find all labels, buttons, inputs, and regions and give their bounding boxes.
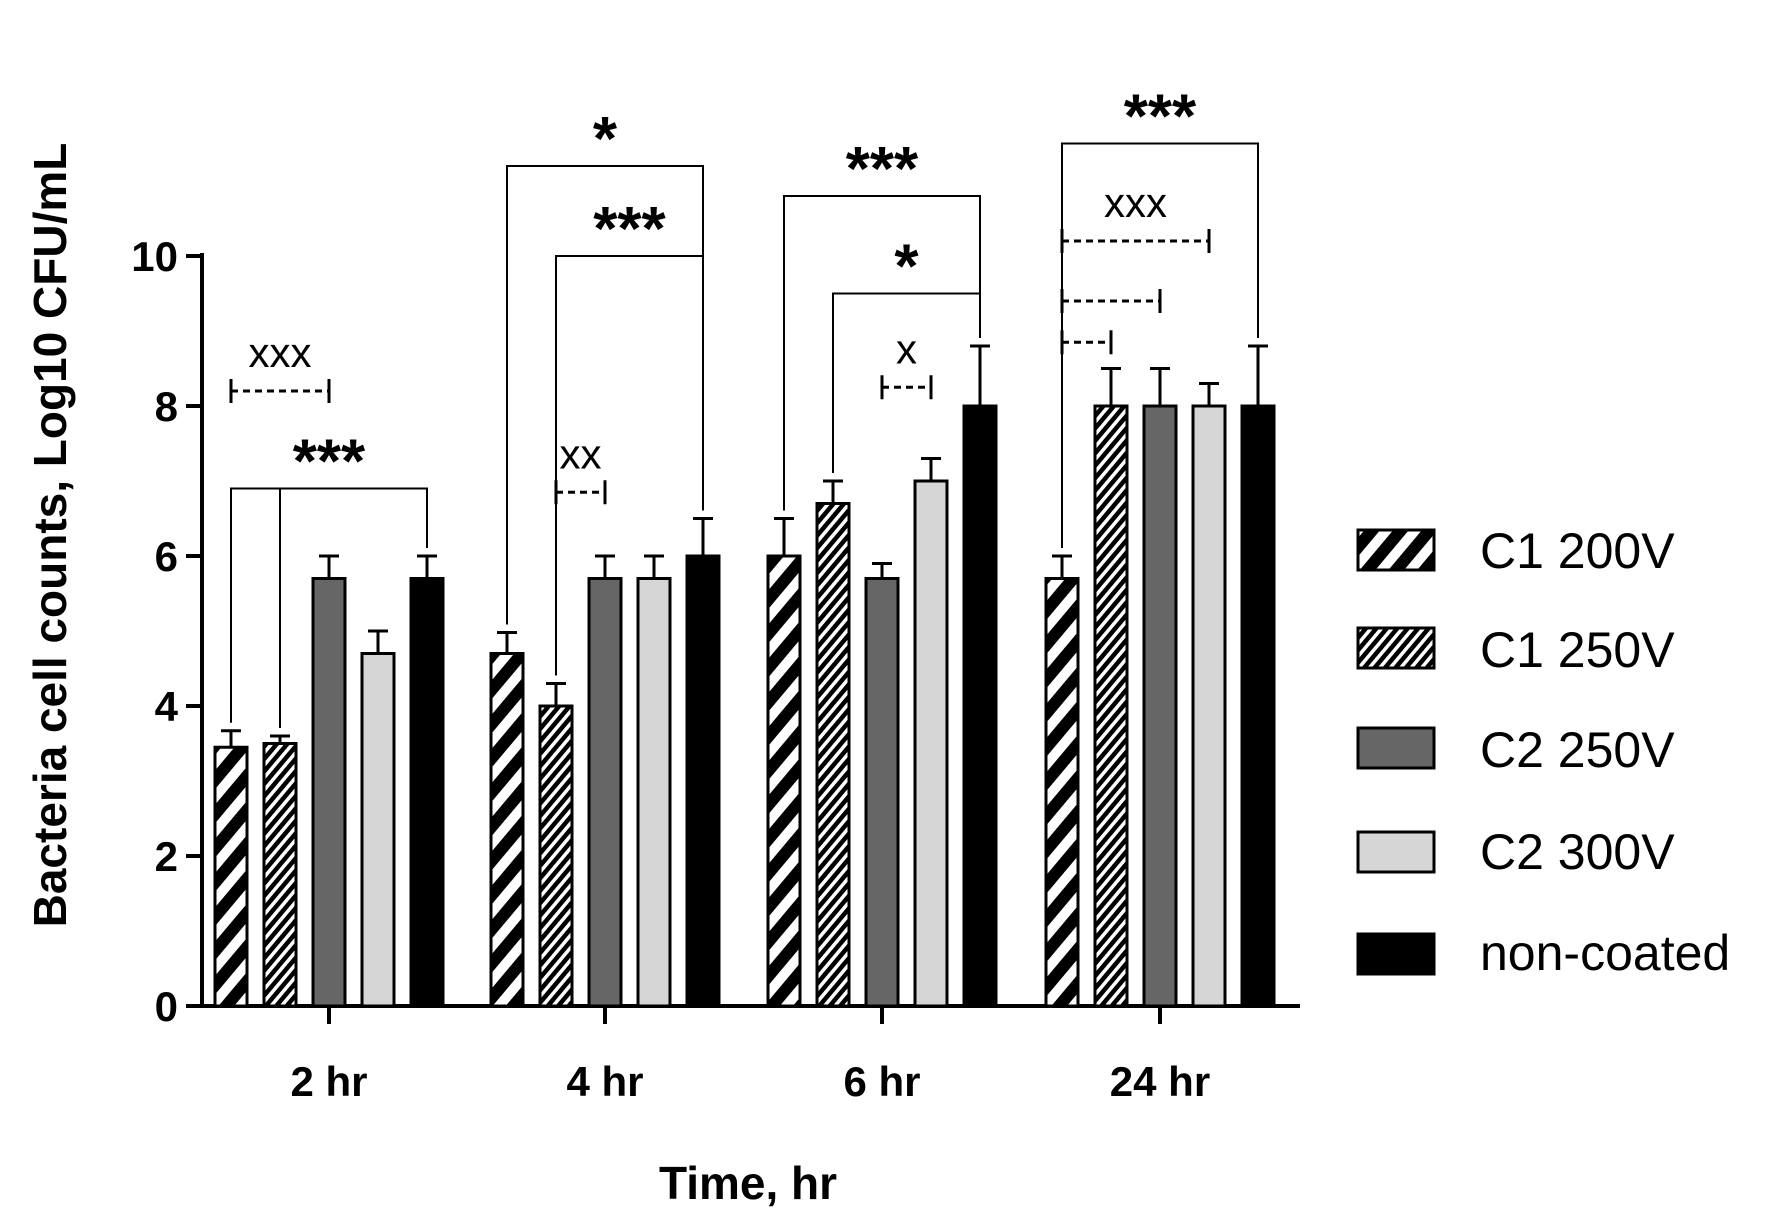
y-tick-label-4: 8 [155,383,178,430]
y-tick-label-1: 2 [155,833,178,880]
bar-4-1 [685,554,721,1008]
bar-1-3 [1093,404,1129,1008]
significance-label-3: *** [593,195,666,264]
y-tick-label-0: 0 [155,983,178,1030]
significance-label-5: *** [846,135,919,204]
bar-0-0 [213,745,249,1008]
bar-0-3 [1044,577,1080,1008]
legend-swatch-4 [1356,932,1436,976]
bar-3-2 [913,479,949,1008]
significance-label-2: * [593,105,618,174]
bar-4-0 [409,577,445,1008]
significance-label-6: * [894,233,919,302]
significance-annotations: xxx*******xx****x***xxx [229,83,1259,728]
bar-2-3 [1142,404,1178,1008]
significance-label-8: *** [1124,83,1197,152]
y-tick-label-5: 10 [131,233,178,280]
legend-swatch-0 [1356,528,1436,572]
bar-1-2 [815,502,851,1008]
legend-swatch-1 [1356,626,1436,670]
bar-0-2 [766,554,802,1008]
dashed-comparison-label-9: xxx [1104,179,1167,226]
bar-2-0 [311,577,347,1008]
legend-label-1: C1 250V [1480,622,1675,678]
legend: C1 200V C1 250V C2 250V C2 300V non-coat… [1356,523,1730,981]
x-tick-label-1: 4 hr [566,1058,643,1105]
bar-3-0 [360,652,396,1008]
x-tick-label-3: 24 hr [1110,1058,1210,1105]
legend-label-4: non-coated [1480,925,1730,981]
bar-3-1 [636,577,672,1008]
y-ticks: 0 2 4 6 8 10 [131,233,202,1030]
bar-3-3 [1191,404,1227,1008]
bar-4-2 [962,404,998,1008]
y-tick-label-3: 6 [155,533,178,580]
significance-bracket-5 [783,195,981,511]
legend-label-0: C1 200V [1480,523,1675,579]
x-axis-title: Time, hr [659,1157,837,1209]
significance-bracket-6 [832,292,981,473]
bar-2-1 [587,577,623,1008]
bar-1-0 [262,742,298,1008]
significance-bracket-1 [230,487,428,723]
legend-label-2: C2 250V [1480,722,1675,778]
bars-group [213,404,1276,1008]
legend-label-3: C2 300V [1480,824,1675,880]
significance-bracket-3 [555,255,704,676]
bar-2-2 [864,577,900,1008]
dashed-comparison-label-0: xxx [249,329,312,376]
bar-1-1 [538,704,574,1008]
error-bars-group [221,344,1268,748]
bar-0-1 [489,652,525,1008]
legend-swatch-2 [1356,726,1436,770]
dashed-comparison-label-7: x [896,325,917,372]
x-ticks: 2 hr 4 hr 6 hr 24 hr [290,1006,1210,1105]
y-tick-label-2: 4 [155,683,179,730]
legend-swatch-3 [1356,830,1436,874]
x-tick-label-2: 6 hr [843,1058,920,1105]
dashed-comparison-label-4: xx [560,430,602,477]
y-axis-title: Bacteria cell counts, Log10 CFU/mL [24,143,76,928]
bar-4-3 [1240,404,1276,1008]
x-tick-label-0: 2 hr [290,1058,367,1105]
significance-label-1: *** [293,428,366,497]
